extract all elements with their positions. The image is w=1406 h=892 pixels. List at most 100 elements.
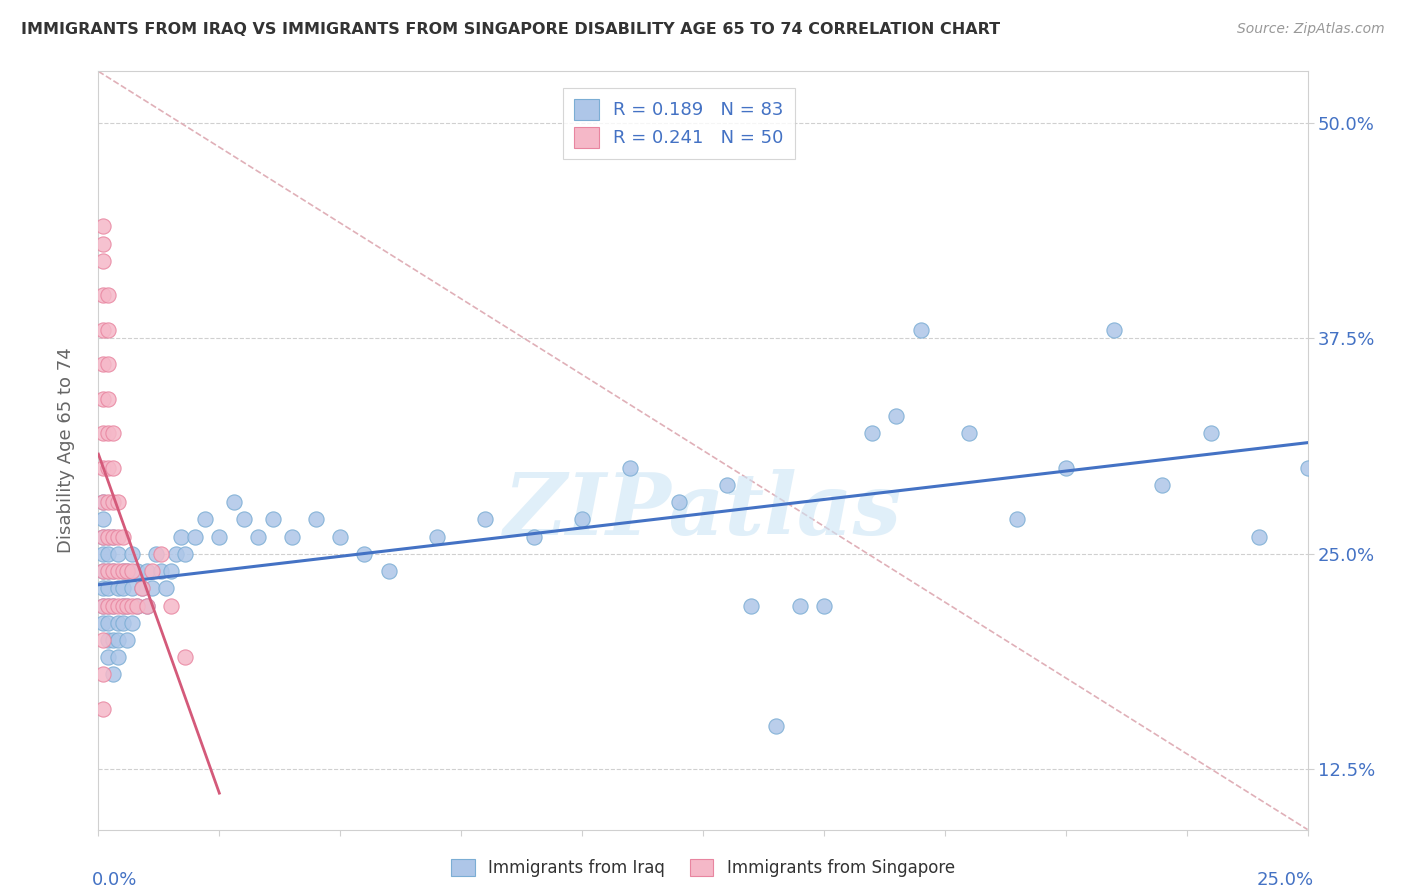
Text: 0.0%: 0.0% [93, 871, 138, 889]
Point [232, 512, 254, 526]
Text: Source: ZipAtlas.com: Source: ZipAtlas.com [1237, 22, 1385, 37]
Point [91, 615, 114, 630]
Point [111, 582, 134, 596]
Point [97, 564, 120, 578]
Legend: Immigrants from Iraq, Immigrants from Singapore: Immigrants from Iraq, Immigrants from Si… [444, 852, 962, 884]
Point [117, 633, 139, 648]
Point [571, 512, 593, 526]
Point [91, 426, 114, 441]
Point [619, 460, 641, 475]
Point [117, 599, 139, 613]
Point [91, 530, 114, 544]
Point [886, 409, 908, 423]
Point [97, 495, 120, 509]
Point [97, 426, 120, 441]
Point [101, 667, 124, 681]
Point [716, 478, 738, 492]
Point [111, 599, 134, 613]
Point [97, 530, 120, 544]
Point [97, 564, 120, 578]
Point [107, 495, 129, 509]
Point [141, 582, 163, 596]
Point [101, 599, 124, 613]
Point [91, 667, 114, 681]
Point [91, 530, 114, 544]
Point [353, 547, 375, 561]
Point [91, 392, 114, 406]
Point [111, 615, 134, 630]
Point [91, 582, 114, 596]
Point [174, 547, 197, 561]
Point [131, 582, 153, 596]
Point [1296, 460, 1319, 475]
Point [135, 599, 157, 613]
Point [107, 530, 129, 544]
Point [121, 547, 143, 561]
Point [329, 530, 352, 544]
Point [91, 512, 114, 526]
Point [91, 495, 114, 509]
Point [97, 288, 120, 302]
Point [150, 564, 173, 578]
Point [117, 564, 139, 578]
Point [377, 564, 399, 578]
Point [160, 564, 183, 578]
Point [194, 512, 217, 526]
Point [1249, 530, 1271, 544]
Point [1152, 478, 1174, 492]
Point [97, 460, 120, 475]
Point [765, 719, 787, 733]
Point [131, 582, 153, 596]
Point [141, 564, 163, 578]
Point [910, 323, 932, 337]
Point [97, 615, 120, 630]
Point [426, 530, 449, 544]
Point [160, 599, 183, 613]
Point [174, 650, 197, 665]
Point [247, 530, 270, 544]
Point [107, 615, 129, 630]
Point [91, 702, 114, 716]
Point [97, 599, 120, 613]
Point [107, 599, 129, 613]
Point [91, 254, 114, 268]
Point [107, 547, 129, 561]
Point [789, 599, 811, 613]
Point [222, 495, 245, 509]
Point [208, 530, 231, 544]
Point [117, 564, 139, 578]
Point [860, 426, 883, 441]
Point [91, 599, 114, 613]
Point [97, 633, 120, 648]
Point [97, 323, 120, 337]
Point [145, 547, 167, 561]
Point [184, 530, 207, 544]
Point [957, 426, 980, 441]
Point [101, 599, 124, 613]
Point [121, 615, 143, 630]
Text: ZIPatlas: ZIPatlas [503, 469, 903, 553]
Point [91, 323, 114, 337]
Point [101, 495, 124, 509]
Point [1102, 323, 1125, 337]
Point [127, 599, 149, 613]
Point [1199, 426, 1222, 441]
Text: 25.0%: 25.0% [1257, 871, 1313, 889]
Point [97, 357, 120, 371]
Point [91, 236, 114, 251]
Point [668, 495, 690, 509]
Point [111, 599, 134, 613]
Point [107, 650, 129, 665]
Point [101, 633, 124, 648]
Point [91, 633, 114, 648]
Point [135, 564, 157, 578]
Point [97, 599, 120, 613]
Point [111, 564, 134, 578]
Point [305, 512, 328, 526]
Point [107, 564, 129, 578]
Point [97, 392, 120, 406]
Point [91, 547, 114, 561]
Point [111, 530, 134, 544]
Point [101, 564, 124, 578]
Point [101, 426, 124, 441]
